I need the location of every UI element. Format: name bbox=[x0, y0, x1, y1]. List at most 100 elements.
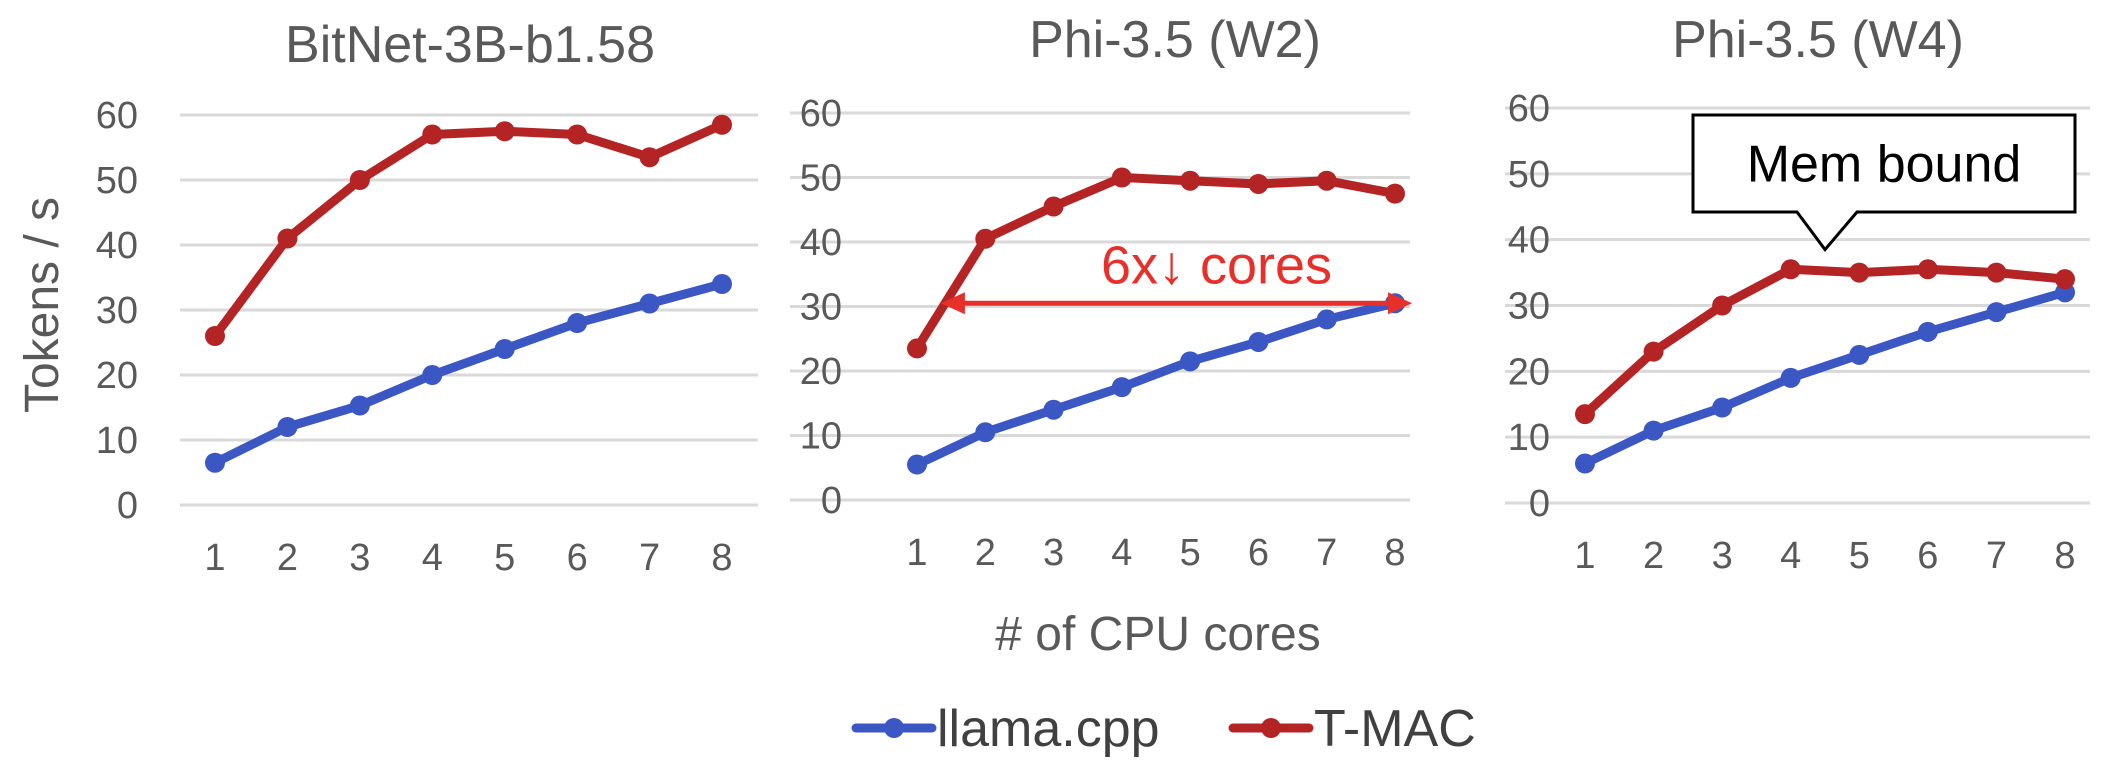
data-point bbox=[1643, 341, 1664, 362]
y-tick-label: 40 bbox=[800, 222, 842, 264]
mem-bound-callout: Mem bound bbox=[1691, 113, 2077, 252]
annotation-text: 6x↓ cores bbox=[1101, 235, 1332, 295]
data-point bbox=[1643, 420, 1664, 441]
x-tick-label: 3 bbox=[349, 537, 370, 579]
panel-title: Phi-3.5 (W4) bbox=[1672, 11, 1964, 69]
x-tick-label: 3 bbox=[1712, 535, 1733, 577]
data-point bbox=[1111, 167, 1132, 188]
data-point bbox=[1712, 397, 1733, 418]
x-tick-label: 5 bbox=[1849, 535, 1870, 577]
legend-label: T-MAC bbox=[1314, 700, 1476, 758]
data-point bbox=[205, 326, 225, 346]
y-tick-label: 60 bbox=[96, 95, 138, 137]
x-tick-label: 2 bbox=[1643, 535, 1664, 577]
legend-marker bbox=[884, 718, 904, 738]
panel-1: BitNet-3B-b1.58 0 10 20 30 40 50 60 1 2 3 4 5 6 7 8 bbox=[96, 16, 758, 579]
y-tick-label: 40 bbox=[96, 225, 138, 267]
y-tick-label: 50 bbox=[96, 160, 138, 202]
y-axis-label: Tokens / s bbox=[16, 197, 69, 413]
data-point bbox=[1849, 262, 1870, 283]
x-tick-label: 8 bbox=[1384, 532, 1405, 574]
panel-2: Phi-3.5 (W2) 0 10 20 30 40 50 60 1 2 3 4 5 6 7 8 6x↓ cor… bbox=[790, 11, 1413, 574]
y-tick-label: 10 bbox=[800, 416, 842, 458]
data-point bbox=[1316, 170, 1337, 191]
data-point bbox=[712, 114, 732, 135]
data-point bbox=[567, 313, 588, 333]
panel-title: BitNet-3B-b1.58 bbox=[285, 16, 655, 74]
series-t-mac bbox=[907, 167, 1405, 359]
data-point bbox=[422, 365, 443, 385]
legend-item-llama-cpp: llama.cpp bbox=[851, 700, 1160, 758]
data-point bbox=[1986, 262, 2007, 283]
series-line bbox=[1580, 287, 2070, 468]
data-point bbox=[975, 422, 996, 443]
callout-text: Mem bound bbox=[1747, 136, 2022, 194]
data-point bbox=[1712, 295, 1733, 316]
x-tick-label: 8 bbox=[711, 537, 732, 579]
x-tick-label: 7 bbox=[639, 537, 660, 579]
data-point bbox=[1043, 399, 1064, 420]
y-tick-label: 20 bbox=[96, 355, 138, 397]
legend-label: llama.cpp bbox=[937, 700, 1160, 758]
x-axis-label: # of CPU cores bbox=[995, 608, 1320, 661]
series-t-mac bbox=[1575, 259, 2075, 425]
data-point bbox=[639, 147, 660, 168]
data-point bbox=[1917, 259, 1938, 280]
cores-annotation: 6x↓ cores bbox=[940, 235, 1413, 315]
panel-title: Phi-3.5 (W2) bbox=[1029, 11, 1321, 69]
callout-box bbox=[1691, 113, 2077, 252]
data-point bbox=[349, 395, 370, 416]
data-point bbox=[1111, 377, 1132, 398]
data-point bbox=[712, 274, 732, 294]
y-tick-label: 0 bbox=[117, 485, 138, 527]
data-point bbox=[1385, 183, 1405, 204]
x-tick-label: 6 bbox=[1917, 535, 1938, 577]
x-tick-label: 7 bbox=[1316, 532, 1337, 574]
x-tick-label: 1 bbox=[906, 532, 927, 574]
x-tick-label: 6 bbox=[567, 537, 588, 579]
data-point bbox=[1780, 367, 1801, 388]
data-point bbox=[1248, 173, 1269, 194]
data-point bbox=[1917, 321, 1938, 342]
data-point bbox=[1180, 351, 1201, 372]
y-tick-label: 40 bbox=[1508, 220, 1550, 262]
x-tick-label: 7 bbox=[1986, 535, 2007, 577]
series-line bbox=[912, 298, 1400, 470]
data-point bbox=[494, 339, 515, 359]
x-tick-label: 6 bbox=[1248, 532, 1269, 574]
y-tick-label: 10 bbox=[96, 420, 138, 462]
data-point bbox=[1180, 170, 1201, 191]
x-tick-label: 5 bbox=[1180, 532, 1201, 574]
x-tick-label: 2 bbox=[277, 537, 298, 579]
data-point bbox=[907, 454, 927, 475]
data-point bbox=[1043, 196, 1064, 217]
panel-3: Phi-3.5 (W4) 0 10 20 30 40 50 60 1 2 3 4 5 6 7 8 Mem bou… bbox=[1505, 11, 2090, 577]
y-tick-label: 30 bbox=[800, 287, 842, 329]
series-line bbox=[210, 120, 727, 341]
arrowhead-right bbox=[1388, 292, 1413, 315]
y-tick-label: 30 bbox=[1508, 286, 1550, 328]
x-tick-label: 4 bbox=[1780, 535, 1801, 577]
x-tick-label: 2 bbox=[975, 532, 996, 574]
series-t-mac bbox=[205, 114, 732, 346]
data-point bbox=[1986, 302, 2007, 323]
x-tick-label: 3 bbox=[1043, 532, 1064, 574]
series-llama-cpp bbox=[1575, 282, 2075, 474]
data-point bbox=[1780, 259, 1801, 280]
series-llama-cpp bbox=[205, 274, 732, 473]
data-point bbox=[422, 124, 443, 145]
data-point bbox=[494, 121, 515, 142]
data-point bbox=[349, 170, 370, 190]
legend-marker bbox=[1261, 718, 1281, 738]
y-tick-label: 0 bbox=[1529, 483, 1550, 525]
data-point bbox=[1575, 453, 1595, 474]
x-tick-label: 1 bbox=[1574, 535, 1595, 577]
data-point bbox=[1248, 331, 1269, 352]
arrowhead-left bbox=[940, 292, 965, 315]
series-llama-cpp bbox=[907, 293, 1405, 475]
y-tick-label: 50 bbox=[800, 158, 842, 200]
y-tick-label: 20 bbox=[1508, 351, 1550, 393]
